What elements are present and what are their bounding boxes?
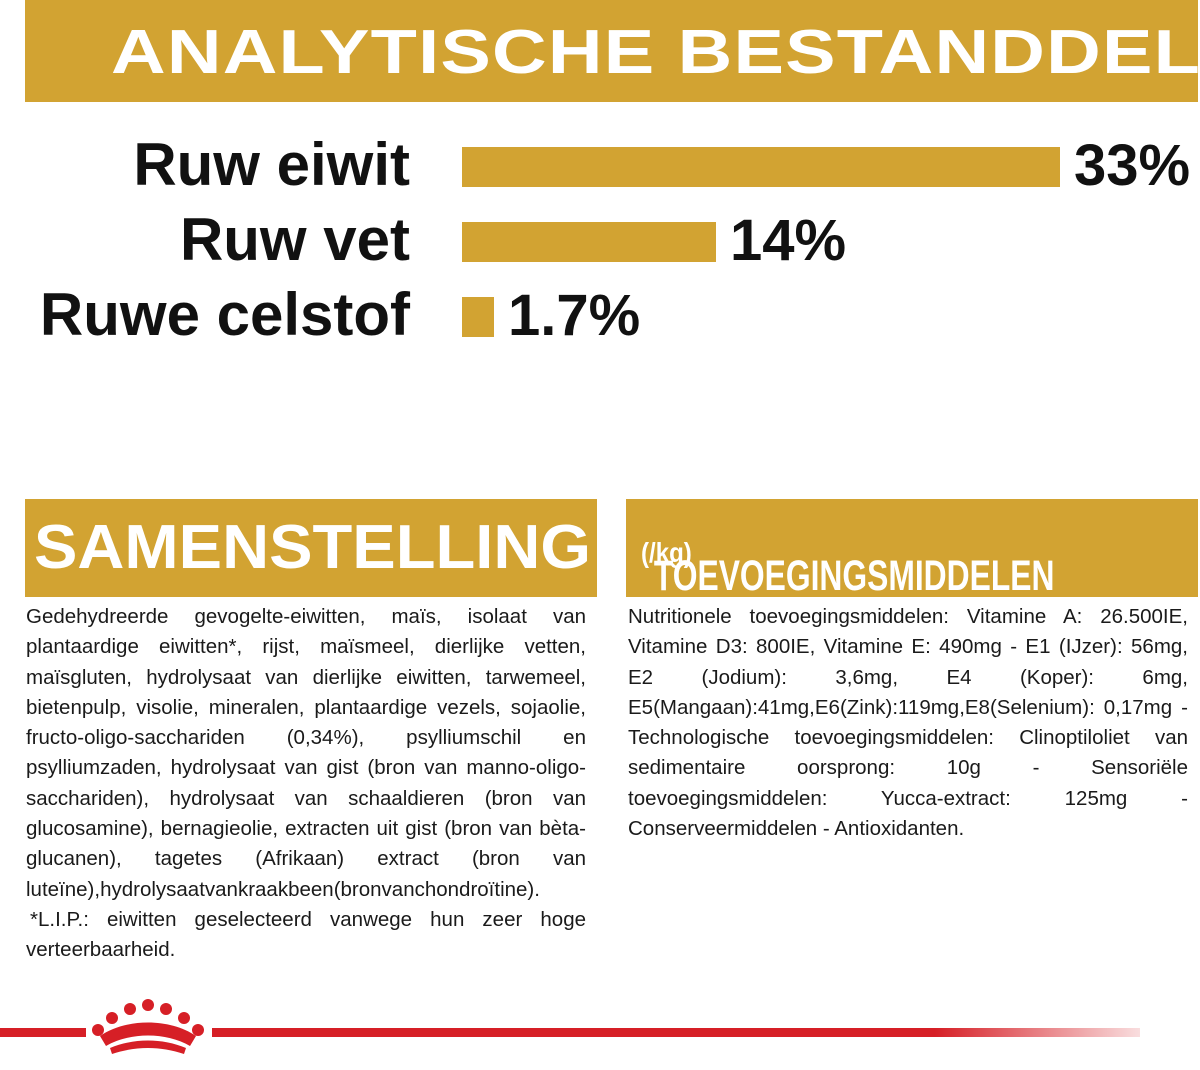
- composition-title: SAMENSTELLING: [34, 513, 591, 582]
- composition-banner: SAMENSTELLING: [25, 499, 597, 597]
- additives-text: Nutritionele toevoegingsmiddelen: Vitami…: [628, 605, 1188, 841]
- composition-section: Gedehydreerde gevogelte-eiwitten, maïs, …: [26, 602, 586, 966]
- footer-red-line: [0, 1028, 1140, 1037]
- additives-title: TOEVOEGINGSMIDDELEN: [653, 552, 1055, 598]
- composition-text: Gedehydreerde gevogelte-eiwitten, maïs, …: [26, 605, 586, 901]
- analysis-title: ANALYTISCHE BESTANDDELEN: [111, 18, 1198, 87]
- additives-banner: TOEVOEGINGSMIDDELEN (/kg): [626, 499, 1198, 597]
- composition-footnote: *L.I.P.: eiwitten geselecteerd vanwege h…: [26, 907, 586, 962]
- bar-value-label: 33%: [1074, 133, 1191, 198]
- nutrient-bar-chart: Ruw eiwit 33% Ruw vet 14% Ruwe celstof 1.7%: [0, 120, 1200, 360]
- crown-logo-icon: [86, 996, 212, 1056]
- bar-label: Ruw eiwit: [133, 131, 410, 198]
- analysis-banner: ANALYTISCHE BESTANDDELEN: [25, 0, 1198, 102]
- bar: [462, 222, 716, 262]
- bar: [462, 297, 494, 337]
- bar-value-label: 1.7%: [508, 283, 641, 348]
- bar-value-label: 14%: [730, 208, 847, 273]
- bar-label: Ruw vet: [179, 206, 410, 273]
- bar: [462, 147, 1060, 187]
- additives-section: Nutritionele toevoegingsmiddelen: Vitami…: [628, 602, 1188, 844]
- additives-unit: (/kg): [641, 537, 692, 568]
- bar-label: Ruwe celstof: [39, 281, 410, 348]
